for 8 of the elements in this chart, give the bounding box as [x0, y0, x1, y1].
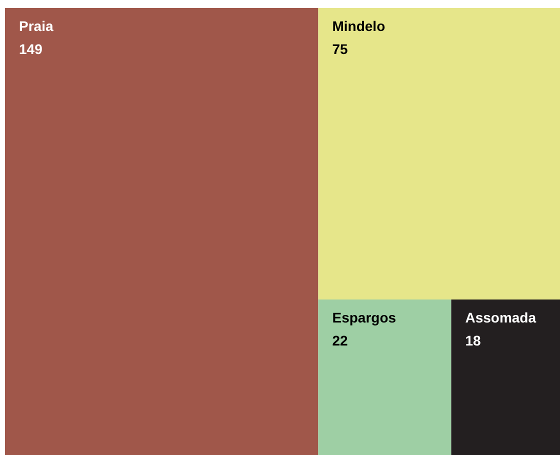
category-label: Praia: [19, 18, 54, 34]
category-label: Espargos: [332, 310, 396, 326]
data-label: 18: [465, 332, 481, 349]
data-label: 149: [19, 41, 43, 57]
data-label: 22: [332, 332, 348, 349]
category-label: Mindelo: [332, 18, 386, 34]
data-label: 75: [332, 41, 348, 57]
category-label: Assomada: [465, 310, 536, 326]
